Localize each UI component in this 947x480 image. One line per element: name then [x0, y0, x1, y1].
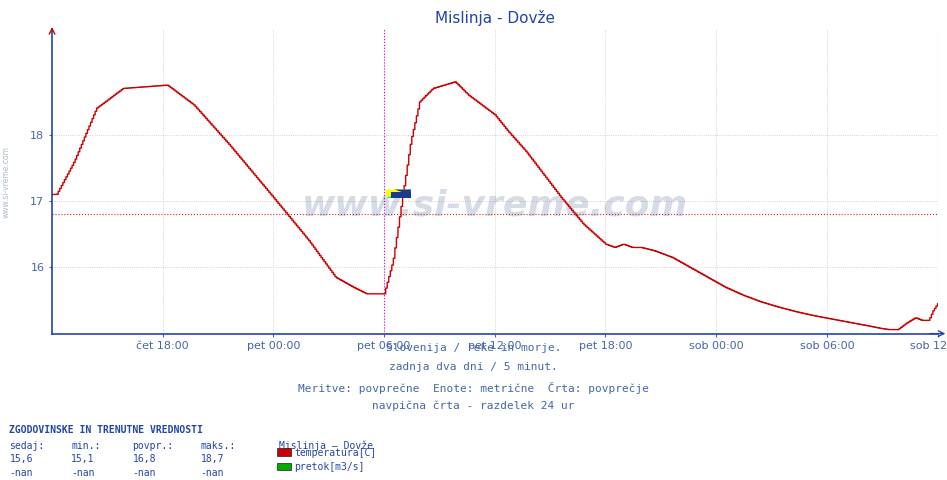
Polygon shape: [385, 190, 411, 198]
Text: 15,6: 15,6: [9, 454, 33, 464]
Text: 16,8: 16,8: [133, 454, 156, 464]
Text: temperatura[C]: temperatura[C]: [295, 448, 377, 457]
Text: www.si-vreme.com: www.si-vreme.com: [302, 189, 688, 223]
Text: min.:: min.:: [71, 441, 100, 451]
Text: sedaj:: sedaj:: [9, 441, 45, 451]
Text: zadnja dva dni / 5 minut.: zadnja dva dni / 5 minut.: [389, 362, 558, 372]
Text: Slovenija / reke in morje.: Slovenija / reke in morje.: [385, 343, 562, 353]
Text: Mislinja – Dovže: Mislinja – Dovže: [279, 441, 373, 451]
Text: -nan: -nan: [71, 468, 95, 479]
Text: 15,1: 15,1: [71, 454, 95, 464]
Text: ZGODOVINSKE IN TRENUTNE VREDNOSTI: ZGODOVINSKE IN TRENUTNE VREDNOSTI: [9, 425, 204, 435]
Text: pretok[m3/s]: pretok[m3/s]: [295, 462, 365, 472]
Text: 18,7: 18,7: [201, 454, 224, 464]
Title: Mislinja - Dovže: Mislinja - Dovže: [435, 10, 555, 26]
Text: www.si-vreme.com: www.si-vreme.com: [1, 146, 10, 218]
Text: -nan: -nan: [201, 468, 224, 479]
Text: Meritve: povprečne  Enote: metrične  Črta: povprečje: Meritve: povprečne Enote: metrične Črta:…: [298, 382, 649, 394]
Text: -nan: -nan: [133, 468, 156, 479]
Text: maks.:: maks.:: [201, 441, 236, 451]
Polygon shape: [391, 192, 411, 198]
Polygon shape: [385, 190, 411, 198]
Text: povpr.:: povpr.:: [133, 441, 173, 451]
Polygon shape: [395, 190, 411, 195]
Text: -nan: -nan: [9, 468, 33, 479]
Text: navpična črta - razdelek 24 ur: navpična črta - razdelek 24 ur: [372, 401, 575, 411]
